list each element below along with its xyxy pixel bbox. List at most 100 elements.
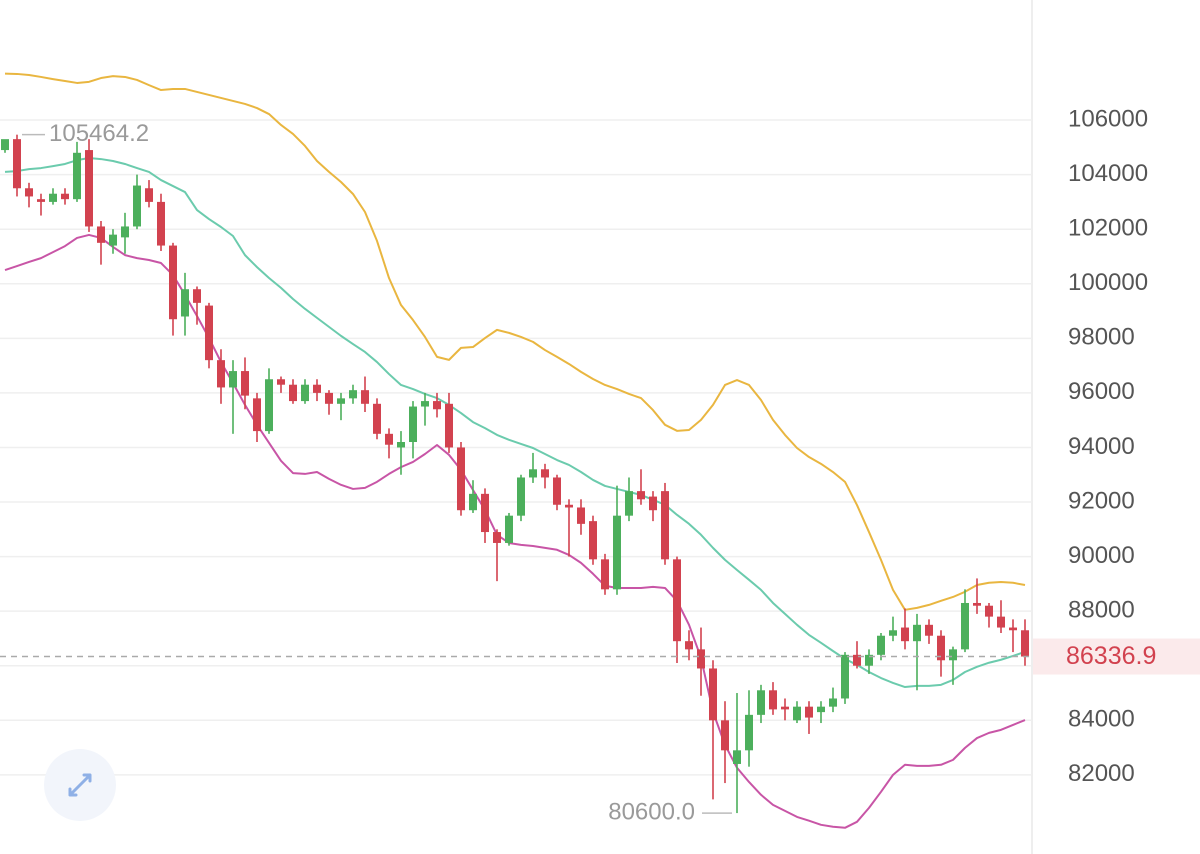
y-tick-label: 98000 [1068,324,1135,351]
candle-body [769,690,777,710]
candle-body [301,384,309,402]
candle-body [565,504,573,508]
candle-body [313,384,321,393]
candle-body [205,305,213,361]
candle-body [169,245,177,320]
candle-body [385,433,393,445]
candle-body [493,532,501,543]
candle-body [13,139,21,189]
annotations: 105464.2 80600.0 86336.9 [0,120,1200,825]
y-tick-label: 106000 [1068,105,1148,132]
candle-body [373,403,381,434]
candle-body [133,185,141,227]
candles [1,134,1029,814]
candle-body [781,706,789,710]
candle-body [589,521,597,560]
candle-body [937,635,945,661]
candle-body [277,379,285,385]
candle-body [829,698,837,707]
candle-body [577,507,585,524]
candle-body [1021,630,1029,657]
candle-body [889,630,897,636]
candle-body [613,515,621,590]
candle-body [697,649,705,669]
low-annotation: 80600.0 [608,798,695,825]
candle-body [961,602,969,650]
candle-body [685,641,693,650]
candle-body [289,384,297,402]
y-tick-label: 88000 [1068,597,1135,624]
candle-body [421,401,429,407]
candle-body [841,654,849,699]
candle-body [49,193,57,202]
candle-body [325,392,333,404]
expand-button[interactable] [44,749,116,821]
high-annotation: 105464.2 [49,120,149,147]
candle-body [973,602,981,606]
y-tick-label: 94000 [1068,433,1135,460]
candle-body [73,152,81,200]
candle-body [997,616,1005,628]
candle-body [529,469,537,478]
candle-body [601,559,609,590]
candle-body [337,398,345,404]
candle-body [469,493,477,511]
candle-body [517,477,525,516]
candle-body [109,234,117,246]
candle-body [97,226,105,243]
candle-body [397,442,405,448]
y-tick-label: 82000 [1068,760,1135,787]
candle-body [229,371,237,388]
y-tick-label: 102000 [1068,215,1148,242]
candle-body [145,188,153,202]
candle-body [817,706,825,713]
candle-body [265,379,273,432]
y-tick-label: 92000 [1068,487,1135,514]
candle-body [121,226,129,238]
candle-body [733,750,741,764]
expand-icon[interactable] [68,773,92,797]
candle-body [553,477,561,505]
y-tick-label: 96000 [1068,378,1135,405]
y-tick-label: 100000 [1068,269,1148,296]
candle-body [157,201,165,246]
candle-body [181,289,189,317]
candle-body [709,668,717,721]
candle-body [985,605,993,617]
y-tick-label: 104000 [1068,160,1148,187]
candle-body [853,654,861,666]
candle-body [37,199,45,202]
candle-body [361,390,369,404]
candle-body [757,690,765,715]
candle-body [625,491,633,516]
candle-body [673,559,681,642]
candle-body [637,491,645,500]
candle-body [25,188,33,197]
candle-body [241,371,249,396]
candle-body [865,654,873,666]
candle-body [457,447,465,511]
candle-body [1,139,9,151]
candle-body [193,289,201,303]
candle-body [409,406,417,443]
candle-body [649,496,657,511]
candle-body [805,706,813,718]
candle-body [925,624,933,636]
candle-body [1009,627,1017,631]
candle-body [877,635,885,655]
y-tick-label: 90000 [1068,542,1135,569]
candle-body [61,193,69,200]
candle-body [901,627,909,642]
candle-body [85,150,93,227]
candle-body [433,401,441,410]
last-price-tag [1033,638,1200,675]
y-tick-label: 84000 [1068,706,1135,733]
candle-body [793,706,801,721]
candle-body [481,493,489,533]
candle-body [745,714,753,751]
band-line [4,72,1026,611]
candle-body [913,624,921,642]
